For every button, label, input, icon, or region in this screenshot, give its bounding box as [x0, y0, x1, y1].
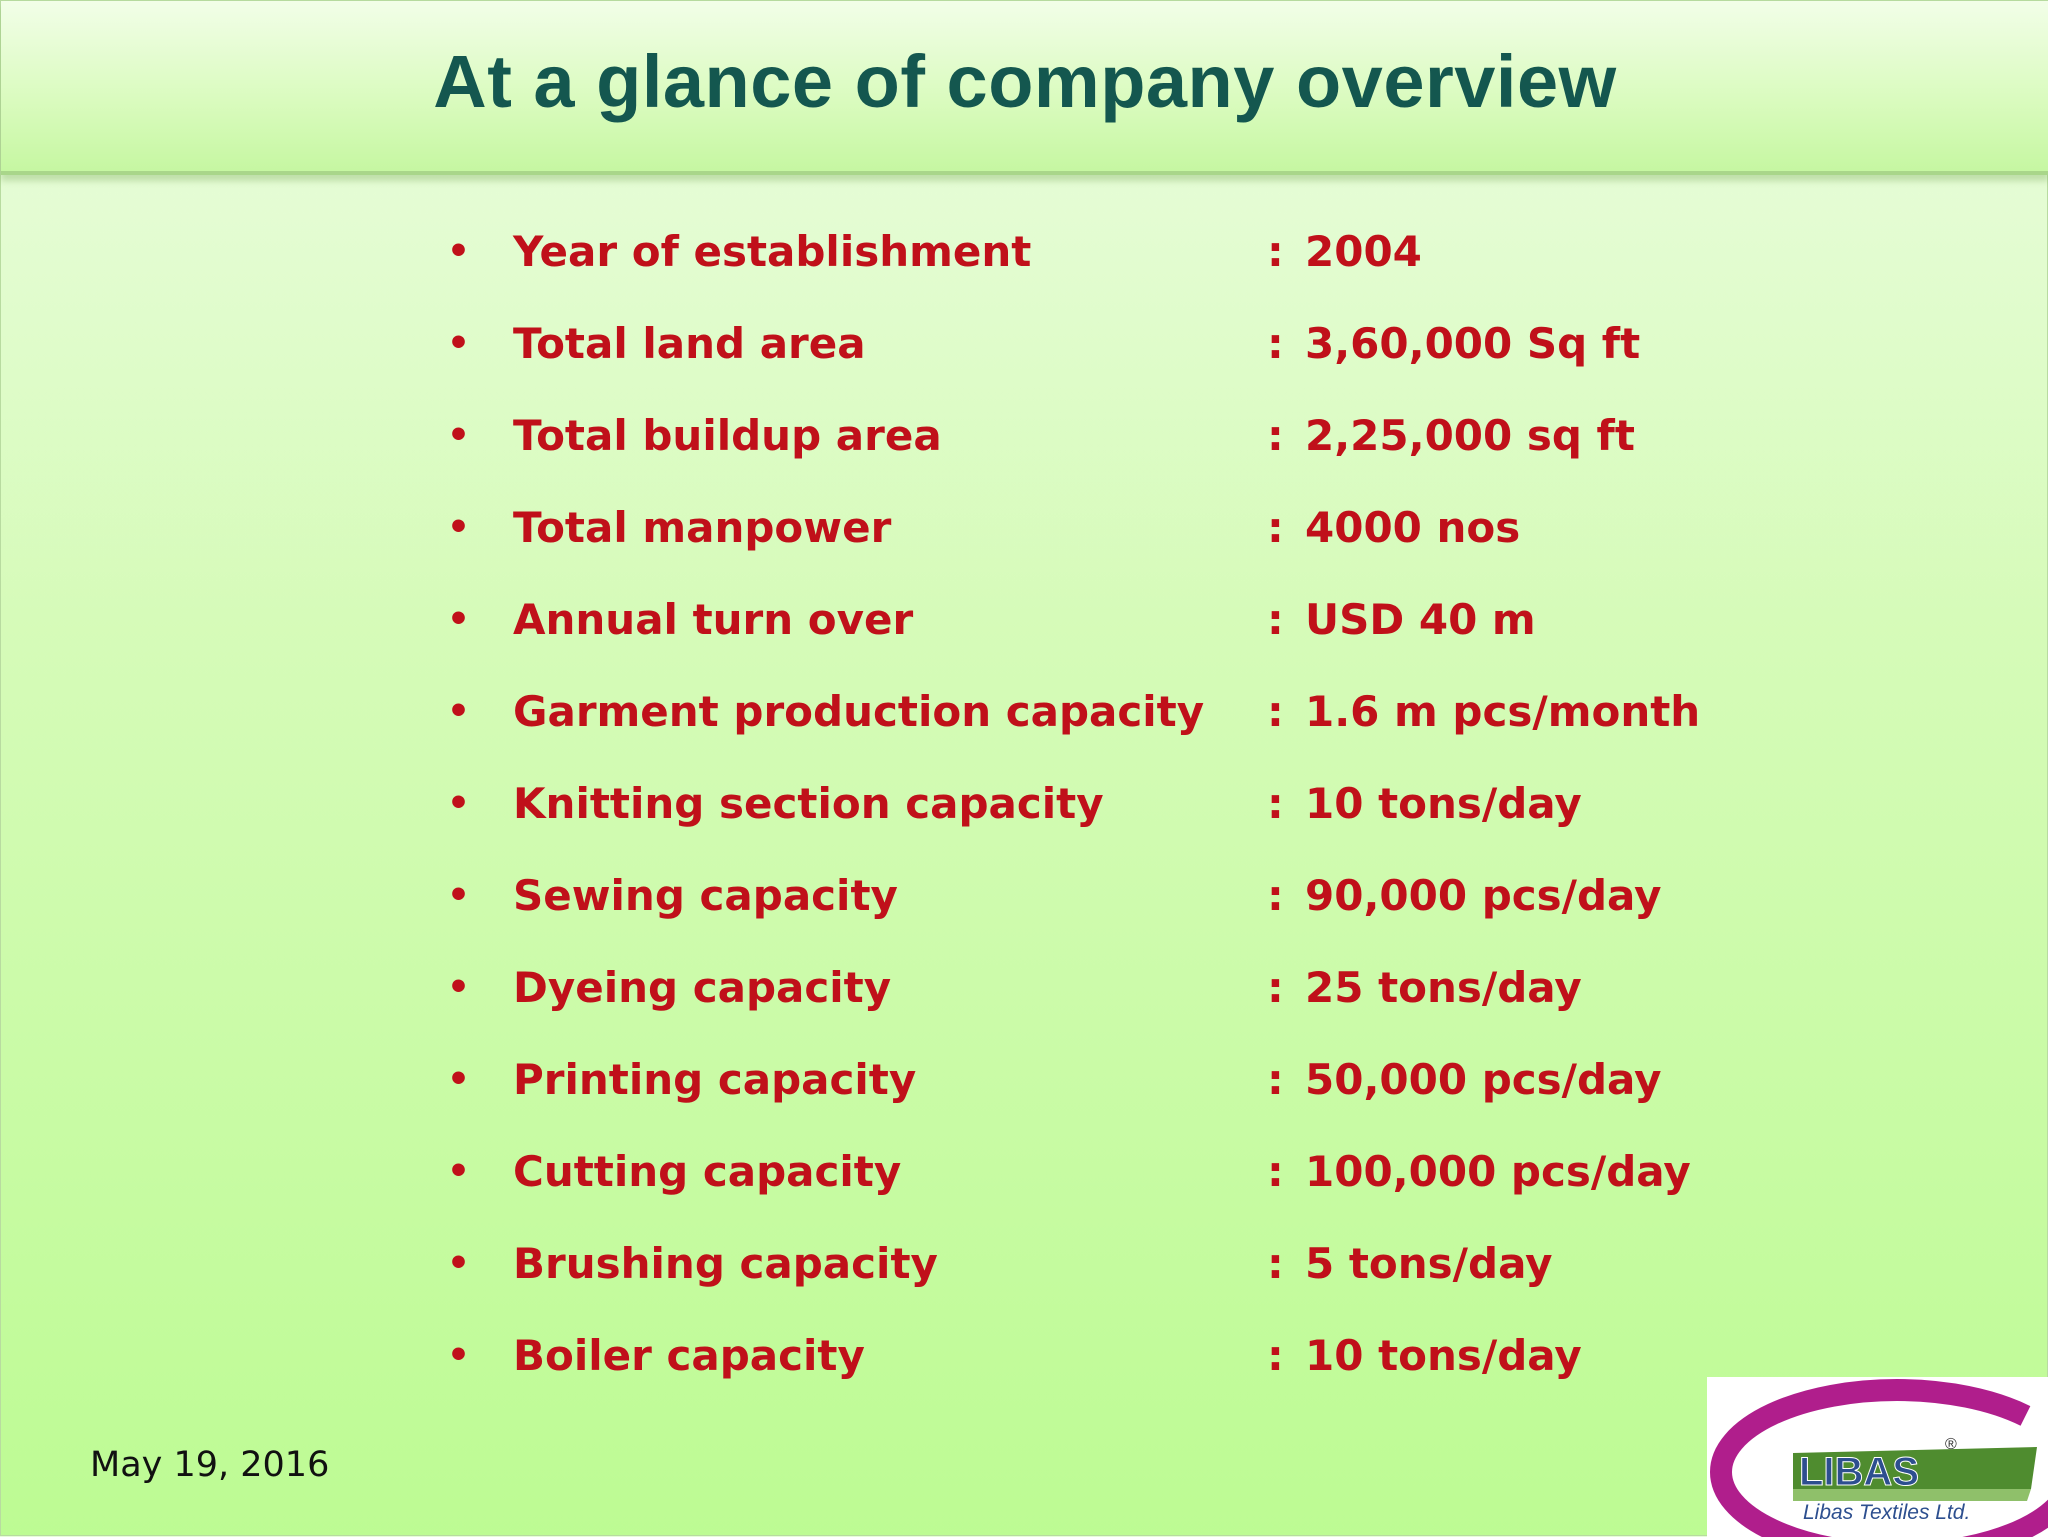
fact-item: • Cutting capacity : 100,000 pcs/day	[1, 1141, 2048, 1233]
logo-green-band	[1793, 1447, 2037, 1489]
bullet-icon: •	[447, 415, 471, 456]
bullet-icon: •	[447, 691, 471, 732]
company-facts-list: • Year of establishment : 2004 • Total l…	[1, 221, 2048, 1417]
fact-value: 2004	[1305, 227, 1422, 276]
fact-item: • Total land area : 3,60,000 Sq ft	[1, 313, 2048, 405]
fact-value: USD 40 m	[1305, 595, 1536, 644]
fact-separator: :	[1267, 871, 1284, 920]
fact-item: • Brushing capacity : 5 tons/day	[1, 1233, 2048, 1325]
fact-label: Annual turn over	[513, 595, 914, 644]
fact-item: • Boiler capacity : 10 tons/day	[1, 1325, 2048, 1417]
footer-date: May 19, 2016	[90, 1445, 330, 1485]
bullet-icon: •	[447, 231, 471, 272]
fact-item: • Year of establishment : 2004	[1, 221, 2048, 313]
fact-value: 10 tons/day	[1305, 1331, 1582, 1380]
fact-label: Total manpower	[513, 503, 892, 552]
fact-separator: :	[1267, 687, 1284, 736]
fact-label: Year of establishment	[513, 227, 1032, 276]
logo-company-text: Libas Textiles Ltd.	[1803, 1501, 1970, 1524]
company-logo: LIBAS ® Libas Textiles Ltd.	[1707, 1377, 2048, 1537]
fact-separator: :	[1267, 779, 1284, 828]
fact-separator: :	[1267, 1331, 1284, 1380]
logo-swoosh	[1710, 1379, 2048, 1537]
fact-item: • Garment production capacity : 1.6 m pc…	[1, 681, 2048, 773]
fact-separator: :	[1267, 503, 1284, 552]
bullet-icon: •	[447, 783, 471, 824]
bullet-icon: •	[447, 967, 471, 1008]
bullet-icon: •	[447, 1243, 471, 1284]
bullet-icon: •	[447, 599, 471, 640]
bullet-icon: •	[447, 875, 471, 916]
fact-separator: :	[1267, 319, 1284, 368]
fact-value: 5 tons/day	[1305, 1239, 1553, 1288]
fact-item: • Total manpower : 4000 nos	[1, 497, 2048, 589]
fact-label: Cutting capacity	[513, 1147, 902, 1196]
logo-registered-mark: ®	[1945, 1436, 1957, 1453]
fact-separator: :	[1267, 595, 1284, 644]
fact-value: 90,000 pcs/day	[1305, 871, 1662, 920]
fact-label: Total land area	[513, 319, 866, 368]
fact-label: Sewing capacity	[513, 871, 898, 920]
fact-item: • Printing capacity : 50,000 pcs/day	[1, 1049, 2048, 1141]
fact-label: Boiler capacity	[513, 1331, 865, 1380]
fact-label: Brushing capacity	[513, 1239, 938, 1288]
fact-label: Printing capacity	[513, 1055, 917, 1104]
fact-value: 10 tons/day	[1305, 779, 1582, 828]
bullet-icon: •	[447, 1151, 471, 1192]
fact-item: • Total buildup area : 2,25,000 sq ft	[1, 405, 2048, 497]
slide-title: At a glance of company overview	[433, 40, 1617, 123]
fact-item: • Annual turn over : USD 40 m	[1, 589, 2048, 681]
fact-separator: :	[1267, 963, 1284, 1012]
fact-label: Knitting section capacity	[513, 779, 1104, 828]
fact-label: Garment production capacity	[513, 687, 1205, 736]
title-bar: At a glance of company overview	[1, 1, 2048, 175]
fact-value: 25 tons/day	[1305, 963, 1582, 1012]
fact-label: Dyeing capacity	[513, 963, 892, 1012]
bullet-icon: •	[447, 507, 471, 548]
fact-value: 2,25,000 sq ft	[1305, 411, 1635, 460]
fact-value: 1.6 m pcs/month	[1305, 687, 1701, 736]
fact-label: Total buildup area	[513, 411, 942, 460]
fact-separator: :	[1267, 1147, 1284, 1196]
fact-value: 100,000 pcs/day	[1305, 1147, 1691, 1196]
fact-value: 4000 nos	[1305, 503, 1521, 552]
libas-logo-graphic: LIBAS ® Libas Textiles Ltd.	[1710, 1379, 2048, 1537]
fact-separator: :	[1267, 227, 1284, 276]
logo-brand-text: LIBAS	[1799, 1450, 1919, 1494]
fact-separator: :	[1267, 1239, 1284, 1288]
bullet-icon: •	[447, 1335, 471, 1376]
fact-separator: :	[1267, 411, 1284, 460]
fact-separator: :	[1267, 1055, 1284, 1104]
fact-item: • Sewing capacity : 90,000 pcs/day	[1, 865, 2048, 957]
fact-item: • Knitting section capacity : 10 tons/da…	[1, 773, 2048, 865]
fact-item: • Dyeing capacity : 25 tons/day	[1, 957, 2048, 1049]
fact-value: 50,000 pcs/day	[1305, 1055, 1662, 1104]
fact-value: 3,60,000 Sq ft	[1305, 319, 1641, 368]
bullet-icon: •	[447, 323, 471, 364]
bullet-icon: •	[447, 1059, 471, 1100]
logo-green-band-shadow	[1793, 1489, 2031, 1501]
